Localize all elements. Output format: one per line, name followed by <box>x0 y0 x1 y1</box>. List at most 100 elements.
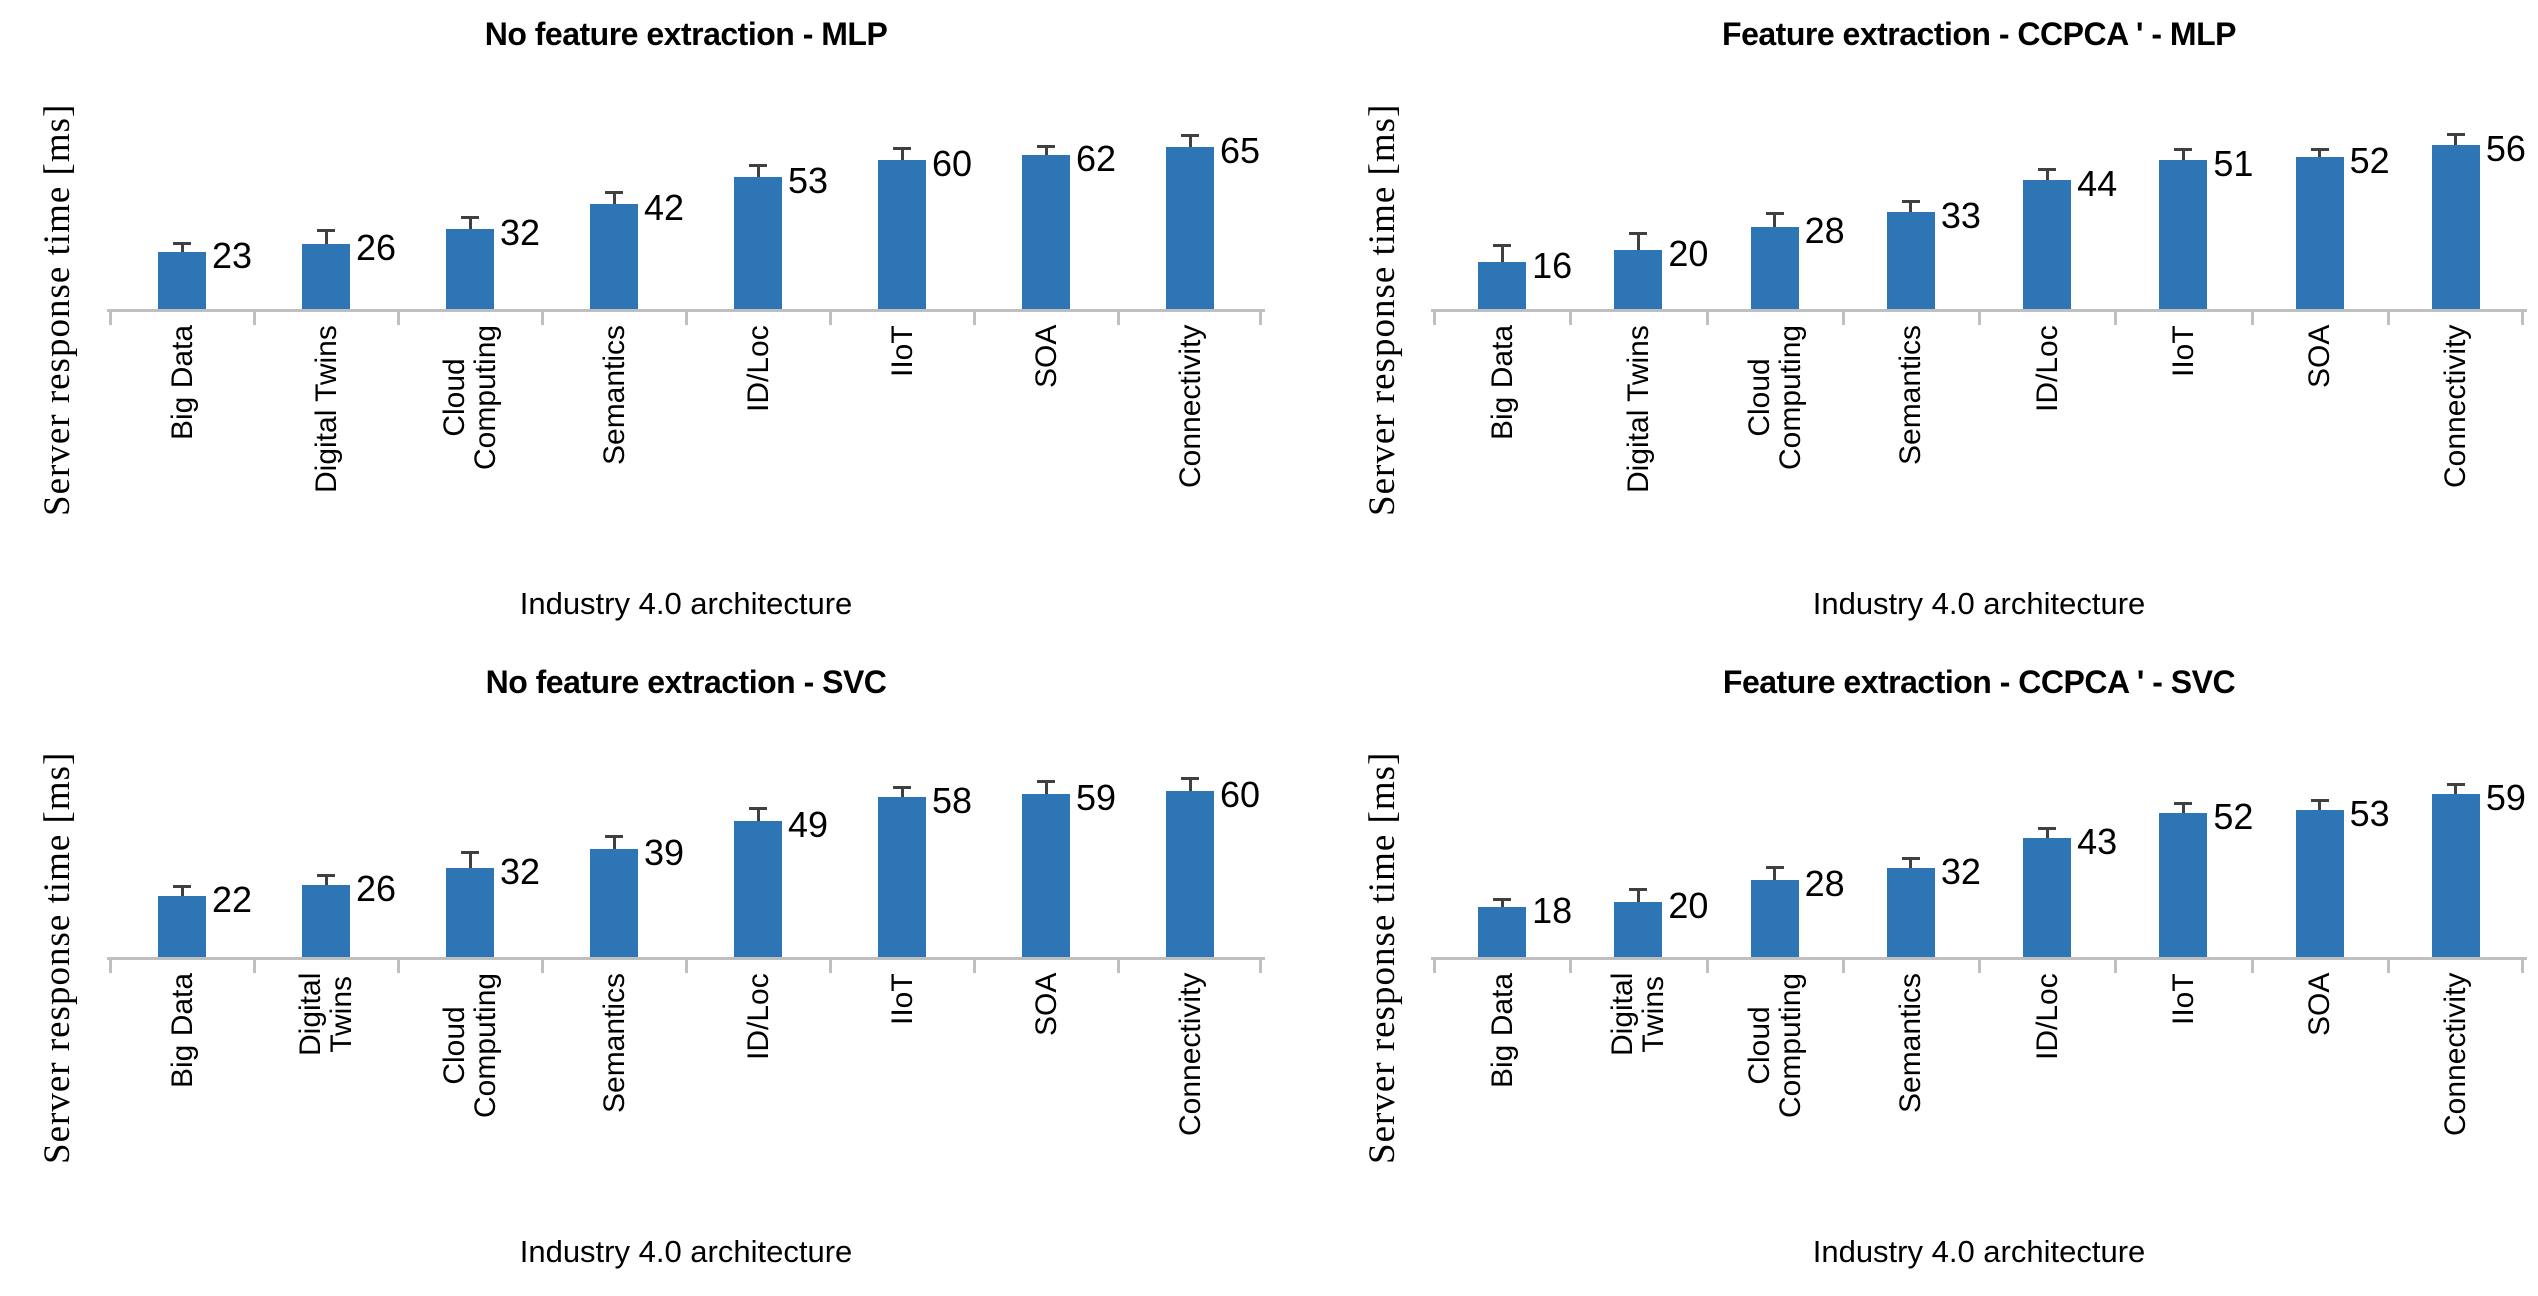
x-axis-line <box>1431 957 2527 960</box>
error-bar-line <box>1188 780 1192 791</box>
bar <box>1166 791 1214 957</box>
chart-title: Feature extraction - CCPCA ' - MLP <box>1722 16 2236 52</box>
category-label: IIoT <box>885 325 919 377</box>
axis-tick <box>397 312 400 325</box>
bar-value-label: 32 <box>500 851 541 892</box>
category-label: ID/Loc <box>741 325 775 412</box>
error-bar-line <box>2454 136 2458 145</box>
bar <box>302 244 350 309</box>
chart-no-feature-extraction-svc: No feature extraction - SVC Server respo… <box>0 648 1269 1296</box>
error-bar-cap <box>173 242 191 245</box>
bar <box>878 797 926 957</box>
category-label: ID/Loc <box>2030 973 2064 1060</box>
error-bar-cap <box>2446 783 2465 786</box>
category-label: Cloud Computing <box>1742 972 1807 1118</box>
category-label: Semantics <box>1894 972 1928 1113</box>
bar <box>1022 155 1070 309</box>
bar <box>1478 262 1527 309</box>
axis-tick <box>2386 312 2390 325</box>
error-bar-cap <box>317 874 335 877</box>
category-label: SOA <box>2303 972 2337 1036</box>
category-label: IIoT <box>2166 325 2200 377</box>
error-bar-line <box>1500 901 1504 907</box>
chart-feature-extraction-ccpca-mlp: Feature extraction - CCPCA ' - MLP Serve… <box>1269 0 2538 648</box>
axis-tick <box>829 312 832 325</box>
category-label: ID/Loc <box>2030 325 2064 412</box>
error-bar-cap <box>1181 134 1199 137</box>
bar <box>1614 902 1663 957</box>
plot-area: 22 26 32 39 49 58 59 60 <box>107 708 1265 973</box>
y-axis-title: Server response time [ms] <box>37 103 78 516</box>
axis-tick <box>829 960 832 973</box>
axis-tick <box>1978 312 1981 325</box>
category-label: Connectivity <box>2439 324 2473 488</box>
bar-value-label: 32 <box>1940 851 1981 892</box>
error-bar-cap <box>1629 232 1648 235</box>
error-bar-cap <box>1765 212 1784 215</box>
bar <box>2431 794 2480 957</box>
error-bar-line <box>180 245 184 252</box>
error-bar-cap <box>893 786 911 789</box>
bar <box>734 177 782 309</box>
chart-no-feature-extraction-mlp: No feature extraction - MLP Server respo… <box>0 0 1269 648</box>
axis-tick <box>1705 960 1709 973</box>
bar <box>446 229 494 309</box>
axis-tick <box>253 960 256 973</box>
category-label: Semantics <box>1894 324 1928 465</box>
error-bar-line <box>1188 137 1192 147</box>
bar-value-label: 28 <box>1804 210 1845 251</box>
bar <box>1022 794 1070 957</box>
category-label: Cloud Computing <box>1742 324 1807 470</box>
axis-tick <box>685 960 688 973</box>
error-bar-line <box>756 810 760 821</box>
chart-feature-extraction-ccpca-svc: Feature extraction - CCPCA ' - SVC Serve… <box>1269 648 2538 1296</box>
bar <box>1750 227 1799 309</box>
error-bar-line <box>1636 891 1640 902</box>
error-bar-line <box>324 877 328 885</box>
axis-tick <box>1433 312 1436 325</box>
error-bar-cap <box>317 229 335 232</box>
chart-title: Feature extraction - CCPCA ' - SVC <box>1722 664 2236 700</box>
axis-tick <box>1841 312 1845 325</box>
y-axis-title: Server response time [ms] <box>37 751 78 1164</box>
error-bar-line <box>324 232 328 244</box>
axis-tick <box>2250 960 2254 973</box>
bar-value-label: 58 <box>932 780 973 821</box>
error-bar-cap <box>1037 780 1055 783</box>
category-axis-labels: Big Data Digital Twins Cloud Computing Sema… <box>110 973 1262 1223</box>
bar-value-label: 59 <box>1076 777 1117 818</box>
error-bar-line <box>2318 802 2322 810</box>
bar <box>2159 813 2208 957</box>
bar-value-label: 60 <box>932 143 973 184</box>
bar <box>1614 250 1663 309</box>
error-bar-line <box>1044 148 1048 155</box>
bar <box>1166 147 1214 309</box>
error-bar-line <box>1909 860 1913 868</box>
bar-value-label: 20 <box>1668 885 1709 926</box>
x-axis-title: Industry 4.0 architecture <box>1812 1234 2146 1269</box>
error-bar-cap <box>749 164 767 167</box>
error-bar-cap <box>2446 133 2465 136</box>
error-bar-cap <box>2310 799 2329 802</box>
bar <box>446 868 494 957</box>
bar <box>590 204 638 309</box>
axis-tick <box>1117 960 1120 973</box>
bar <box>1750 880 1799 957</box>
error-bar-line <box>2181 151 2185 160</box>
bar-value-label: 33 <box>1940 195 1981 236</box>
error-bar-cap <box>1181 777 1199 780</box>
bar-value-label: 43 <box>2077 821 2118 862</box>
bar <box>2295 157 2344 309</box>
axis-tick <box>109 312 112 325</box>
x-axis-title: Industry 4.0 architecture <box>519 1234 853 1269</box>
category-label: Semantics <box>597 324 631 465</box>
error-bar-line <box>1500 247 1504 262</box>
error-bar-line <box>2181 805 2185 813</box>
bar-value-label: 60 <box>1220 774 1261 815</box>
error-bar-line <box>1044 783 1048 794</box>
error-bar-cap <box>1901 857 1920 860</box>
error-bar-cap <box>2310 148 2329 151</box>
plot-area: 18 20 28 32 43 52 53 59 <box>1431 708 2527 973</box>
bar <box>590 849 638 957</box>
bar-value-label: 59 <box>2485 777 2526 818</box>
